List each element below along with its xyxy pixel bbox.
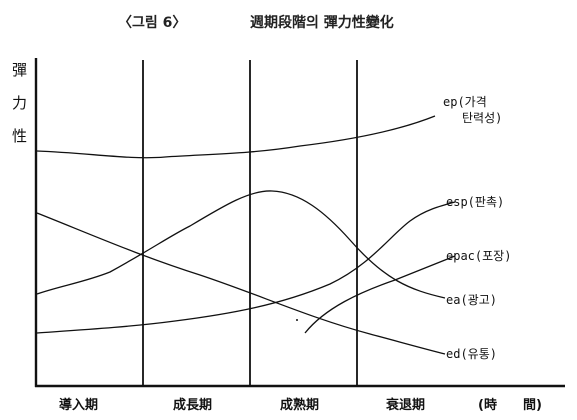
label-epac: epac(포장) xyxy=(446,249,511,263)
curve-ed xyxy=(36,212,446,355)
label-ep-line2: 탄력성) xyxy=(462,111,502,125)
y-label-char-3: 性 xyxy=(12,127,27,145)
curve-epac xyxy=(36,201,456,334)
label-ed: ed(유통) xyxy=(446,347,497,361)
label-ea: ea(광고) xyxy=(446,293,497,307)
figure-title: 週期段階의 彈力性變化 xyxy=(250,14,394,31)
x-axis-unit: (時 間) xyxy=(478,397,542,413)
figure-number: 〈그림 6〉 xyxy=(118,15,186,31)
y-label-char-1: 彈 xyxy=(12,61,27,79)
curve-ep xyxy=(36,115,436,159)
label-esp: esp(판촉) xyxy=(446,195,504,209)
label-ep-line1: ep(가격 xyxy=(443,95,487,109)
y-label-char-2: 力 xyxy=(12,94,27,112)
stage-label-growth: 成長期 xyxy=(173,397,212,413)
stage-label-decline: 衰退期 xyxy=(385,397,425,413)
curve-ea xyxy=(304,255,456,334)
stage-label-introduction: 導入期 xyxy=(59,397,98,413)
stage-label-maturity: 成熟期 xyxy=(280,397,319,413)
stray-dot xyxy=(296,319,298,321)
